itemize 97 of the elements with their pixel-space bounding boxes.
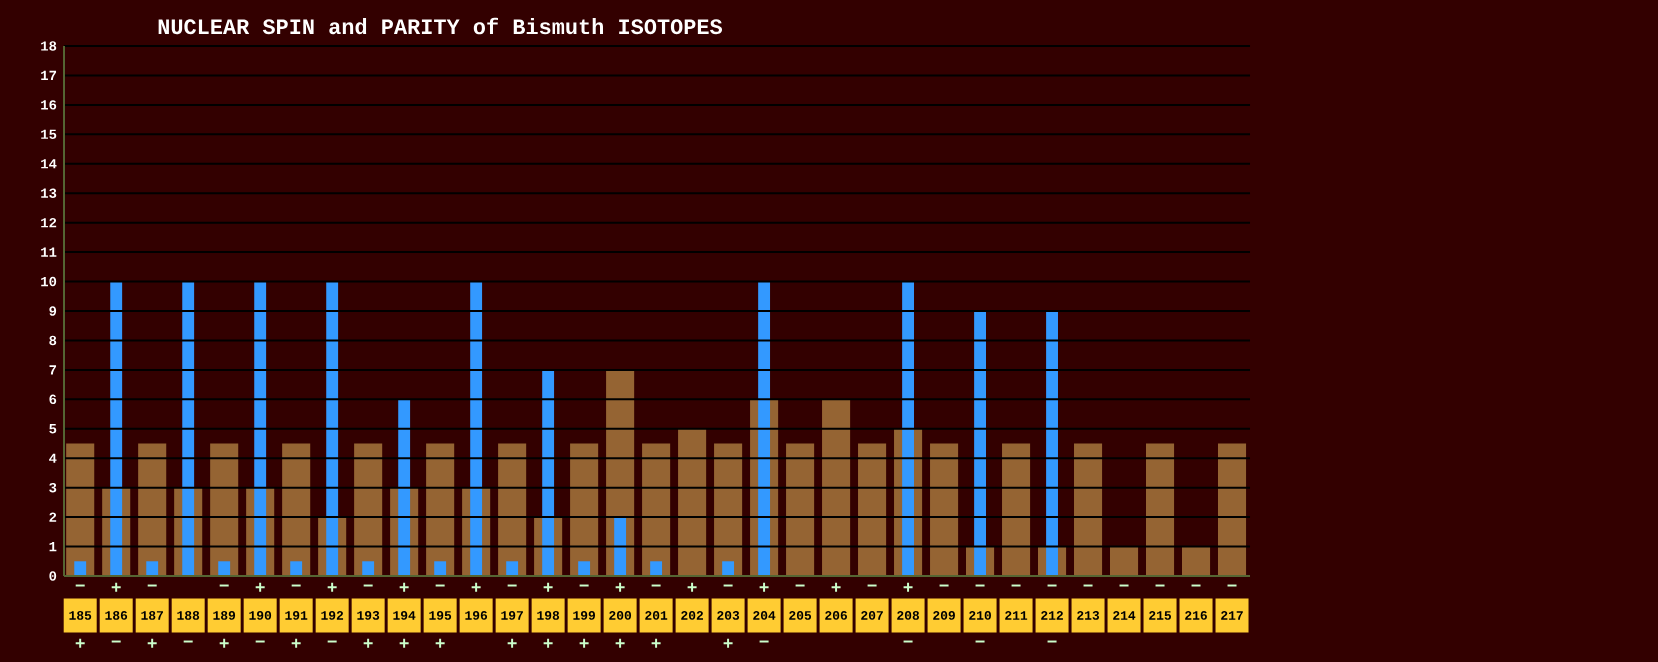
data-label: + <box>327 582 337 592</box>
data-label: − <box>579 584 589 587</box>
data-label: − <box>435 584 445 587</box>
bar <box>362 561 375 576</box>
data-label: + <box>651 638 661 648</box>
bar <box>930 443 959 576</box>
data-label: + <box>291 638 301 648</box>
bar <box>570 443 599 576</box>
bar <box>282 443 311 576</box>
data-label: − <box>975 640 985 643</box>
data-label: − <box>867 584 877 587</box>
bar <box>902 281 915 576</box>
data-label: + <box>471 582 481 592</box>
bar <box>786 443 815 576</box>
data-label: + <box>255 582 265 592</box>
bar <box>542 369 555 576</box>
data-label: − <box>111 640 121 643</box>
bar <box>1046 311 1058 576</box>
bar <box>1181 546 1211 576</box>
bar <box>426 443 455 576</box>
data-label: + <box>903 582 913 592</box>
data-label: + <box>579 638 589 648</box>
data-label: − <box>759 640 769 643</box>
data-label: − <box>1191 584 1201 587</box>
data-label: − <box>1083 584 1093 587</box>
data-label: − <box>183 640 193 643</box>
bar <box>822 399 851 576</box>
data-label: + <box>723 638 733 648</box>
data-label: − <box>1011 584 1021 587</box>
bar <box>1002 443 1031 576</box>
data-label: − <box>507 584 517 587</box>
data-label: − <box>1227 584 1237 587</box>
data-label: + <box>759 582 769 592</box>
bar <box>614 517 627 576</box>
bar <box>138 443 167 576</box>
bar <box>210 443 239 576</box>
data-label: − <box>651 584 661 587</box>
data-label: − <box>795 584 805 587</box>
data-label: + <box>111 582 121 592</box>
bar <box>218 561 231 576</box>
data-label: − <box>903 640 913 643</box>
data-label: − <box>723 584 733 587</box>
bar <box>758 281 771 576</box>
bar <box>578 561 591 576</box>
data-label: − <box>975 584 985 587</box>
data-label: + <box>147 638 157 648</box>
bar <box>1146 443 1175 576</box>
bar <box>434 561 447 576</box>
data-label: + <box>75 638 85 648</box>
bar <box>110 281 123 576</box>
data-label: + <box>687 582 697 592</box>
data-label: + <box>507 638 517 648</box>
data-label: − <box>75 584 85 587</box>
data-label: + <box>543 638 553 648</box>
bar <box>74 561 87 576</box>
data-label: − <box>291 584 301 587</box>
bar <box>506 561 519 576</box>
data-label: + <box>615 638 625 648</box>
bar <box>498 443 527 576</box>
data-label: − <box>1155 584 1165 587</box>
data-label: − <box>327 640 337 643</box>
bar <box>858 443 887 576</box>
data-label: + <box>435 638 445 648</box>
data-label: − <box>1047 640 1057 643</box>
bar <box>714 443 743 576</box>
bar <box>642 443 671 576</box>
data-label: − <box>255 640 265 643</box>
bar <box>678 428 707 576</box>
data-label: − <box>363 584 373 587</box>
data-label: + <box>399 638 409 648</box>
data-label: + <box>543 582 553 592</box>
bar <box>354 443 383 576</box>
data-label: + <box>399 582 409 592</box>
bar <box>1110 546 1139 576</box>
bar <box>254 281 267 576</box>
bar <box>398 399 411 576</box>
bar <box>1074 443 1103 576</box>
data-label: − <box>1119 584 1129 587</box>
bar <box>66 443 95 576</box>
bar <box>650 561 663 576</box>
chart-title: NUCLEAR SPIN and PARITY of Bismuth ISOTOPES <box>158 17 723 35</box>
data-label: − <box>219 584 229 587</box>
bar <box>722 561 735 576</box>
data-label: + <box>615 582 625 592</box>
bar <box>290 561 303 576</box>
data-label: − <box>147 584 157 587</box>
data-label: + <box>363 638 373 648</box>
bar <box>1217 443 1247 576</box>
data-label: − <box>939 584 949 587</box>
data-label: + <box>831 582 841 592</box>
data-label: − <box>1047 584 1057 587</box>
bar <box>470 281 483 576</box>
bar <box>146 561 159 576</box>
bar <box>182 281 195 576</box>
bar <box>974 311 986 576</box>
data-label: + <box>219 638 229 648</box>
bar <box>326 281 339 576</box>
